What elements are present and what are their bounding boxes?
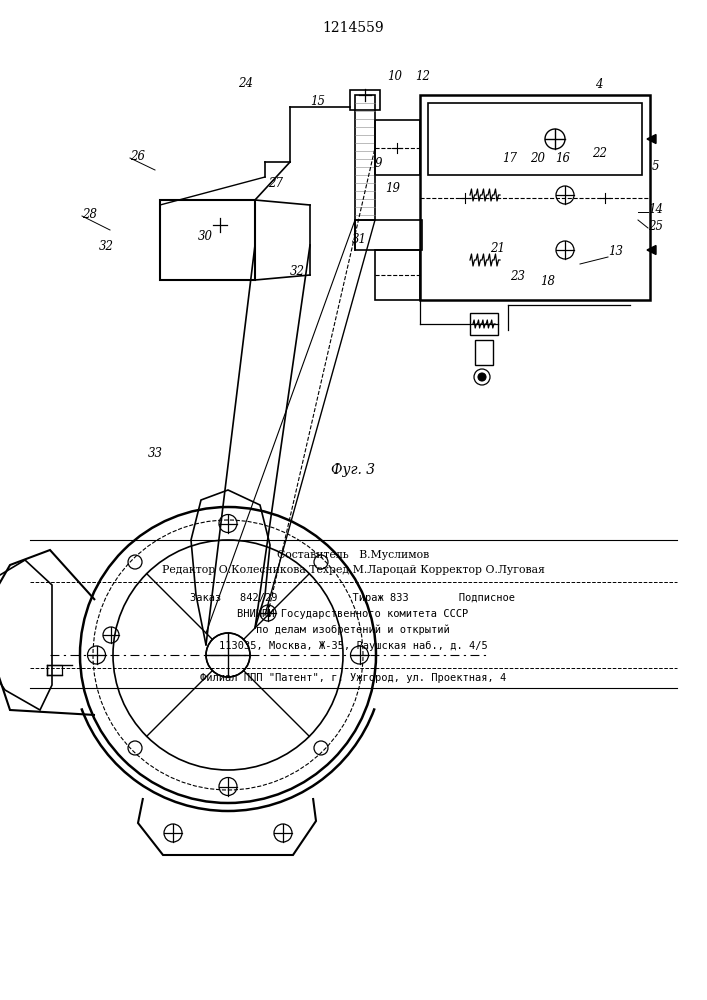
Text: 18: 18 — [540, 275, 555, 288]
Text: Филиал ППП "Патент", г. Ужгород, ул. Проектная, 4: Филиал ППП "Патент", г. Ужгород, ул. Про… — [200, 673, 506, 683]
Bar — [160, 200, 255, 280]
Text: 22: 22 — [592, 147, 607, 160]
Text: 31: 31 — [352, 233, 367, 246]
Text: 21: 21 — [490, 242, 505, 255]
Text: 12: 12 — [415, 70, 430, 83]
Text: 30: 30 — [198, 230, 213, 243]
Bar — [355, 220, 422, 250]
Text: 15: 15 — [310, 95, 325, 108]
Polygon shape — [647, 245, 656, 254]
Polygon shape — [647, 134, 656, 143]
Text: 20: 20 — [530, 152, 545, 165]
Text: Заказ   842/29            Тираж 833        Подписное: Заказ 842/29 Тираж 833 Подписное — [190, 593, 515, 603]
Bar — [355, 95, 375, 220]
Text: 13: 13 — [608, 245, 623, 258]
Text: Фуг. 3: Фуг. 3 — [331, 463, 375, 477]
Text: 10: 10 — [387, 70, 402, 83]
Bar — [350, 90, 380, 110]
Text: 16: 16 — [555, 152, 570, 165]
Bar — [428, 103, 642, 175]
Text: 32: 32 — [99, 240, 114, 253]
Text: 23: 23 — [510, 270, 525, 283]
Text: 113035, Москва, Ж-35, Раушская наб., д. 4/5: 113035, Москва, Ж-35, Раушская наб., д. … — [218, 641, 487, 651]
Text: 19: 19 — [385, 182, 400, 195]
Bar — [375, 120, 420, 175]
Circle shape — [478, 373, 486, 381]
Text: 14: 14 — [648, 203, 663, 216]
Text: Составитель   В.Муслимов: Составитель В.Муслимов — [277, 550, 429, 560]
Bar — [375, 250, 420, 300]
Text: 28: 28 — [82, 208, 97, 221]
Text: 33: 33 — [148, 447, 163, 460]
Text: 1214559: 1214559 — [322, 21, 384, 35]
Text: 32: 32 — [290, 265, 305, 278]
Text: 25: 25 — [648, 220, 663, 233]
Bar — [470, 313, 498, 335]
Text: ВНИИПИ Государственного комитета СССР: ВНИИПИ Государственного комитета СССР — [238, 609, 469, 619]
Text: 17: 17 — [502, 152, 517, 165]
Text: 24: 24 — [238, 77, 253, 90]
Text: Редактор О.Колесникова Техред М.Лароцай Корректор О.Луговая: Редактор О.Колесникова Техред М.Лароцай … — [162, 565, 544, 575]
Text: 27: 27 — [268, 177, 283, 190]
Text: 26: 26 — [130, 150, 145, 163]
Text: 5: 5 — [652, 160, 660, 173]
Bar — [420, 95, 650, 300]
Text: 4: 4 — [595, 78, 602, 91]
Bar — [475, 340, 493, 365]
Text: по делам изобретений и открытий: по делам изобретений и открытий — [256, 625, 450, 635]
Bar — [47, 665, 62, 675]
Text: 9: 9 — [375, 157, 382, 170]
